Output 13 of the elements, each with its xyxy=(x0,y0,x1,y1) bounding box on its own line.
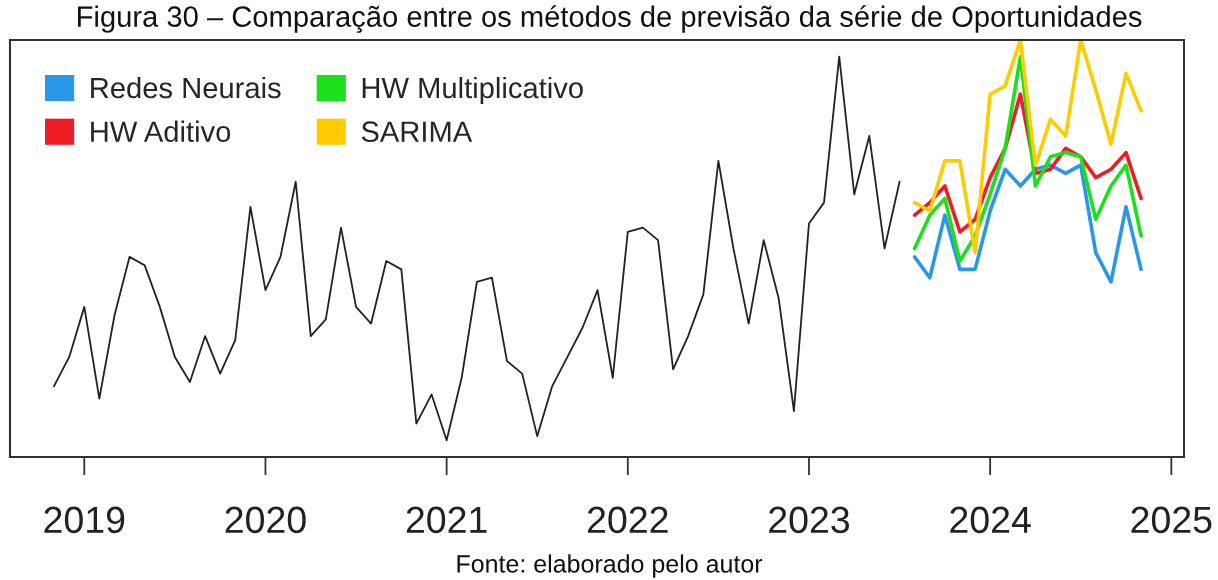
legend-label: SARIMA xyxy=(361,121,473,143)
legend-label: HW Multiplicativo xyxy=(362,76,583,105)
source-note: Fonte: elaborado pelo autor xyxy=(457,554,763,578)
x-tick-label: 2025 xyxy=(1131,506,1212,534)
x-tick-label: 2019 xyxy=(44,506,125,534)
legend-label: HW Aditivo xyxy=(91,120,231,143)
x-tick-label: 2020 xyxy=(225,506,306,534)
x-tick-label: 2023 xyxy=(769,506,850,534)
x-tick-label: 2022 xyxy=(587,506,668,534)
x-tick-label: 2024 xyxy=(950,506,1031,534)
legend-label: Redes Neurais xyxy=(91,76,281,99)
chart-title: Figura 30 – Comparação entre os métodos de previsão da série de Oportunidades xyxy=(78,5,1142,33)
x-tick-label: 2021 xyxy=(406,506,487,534)
